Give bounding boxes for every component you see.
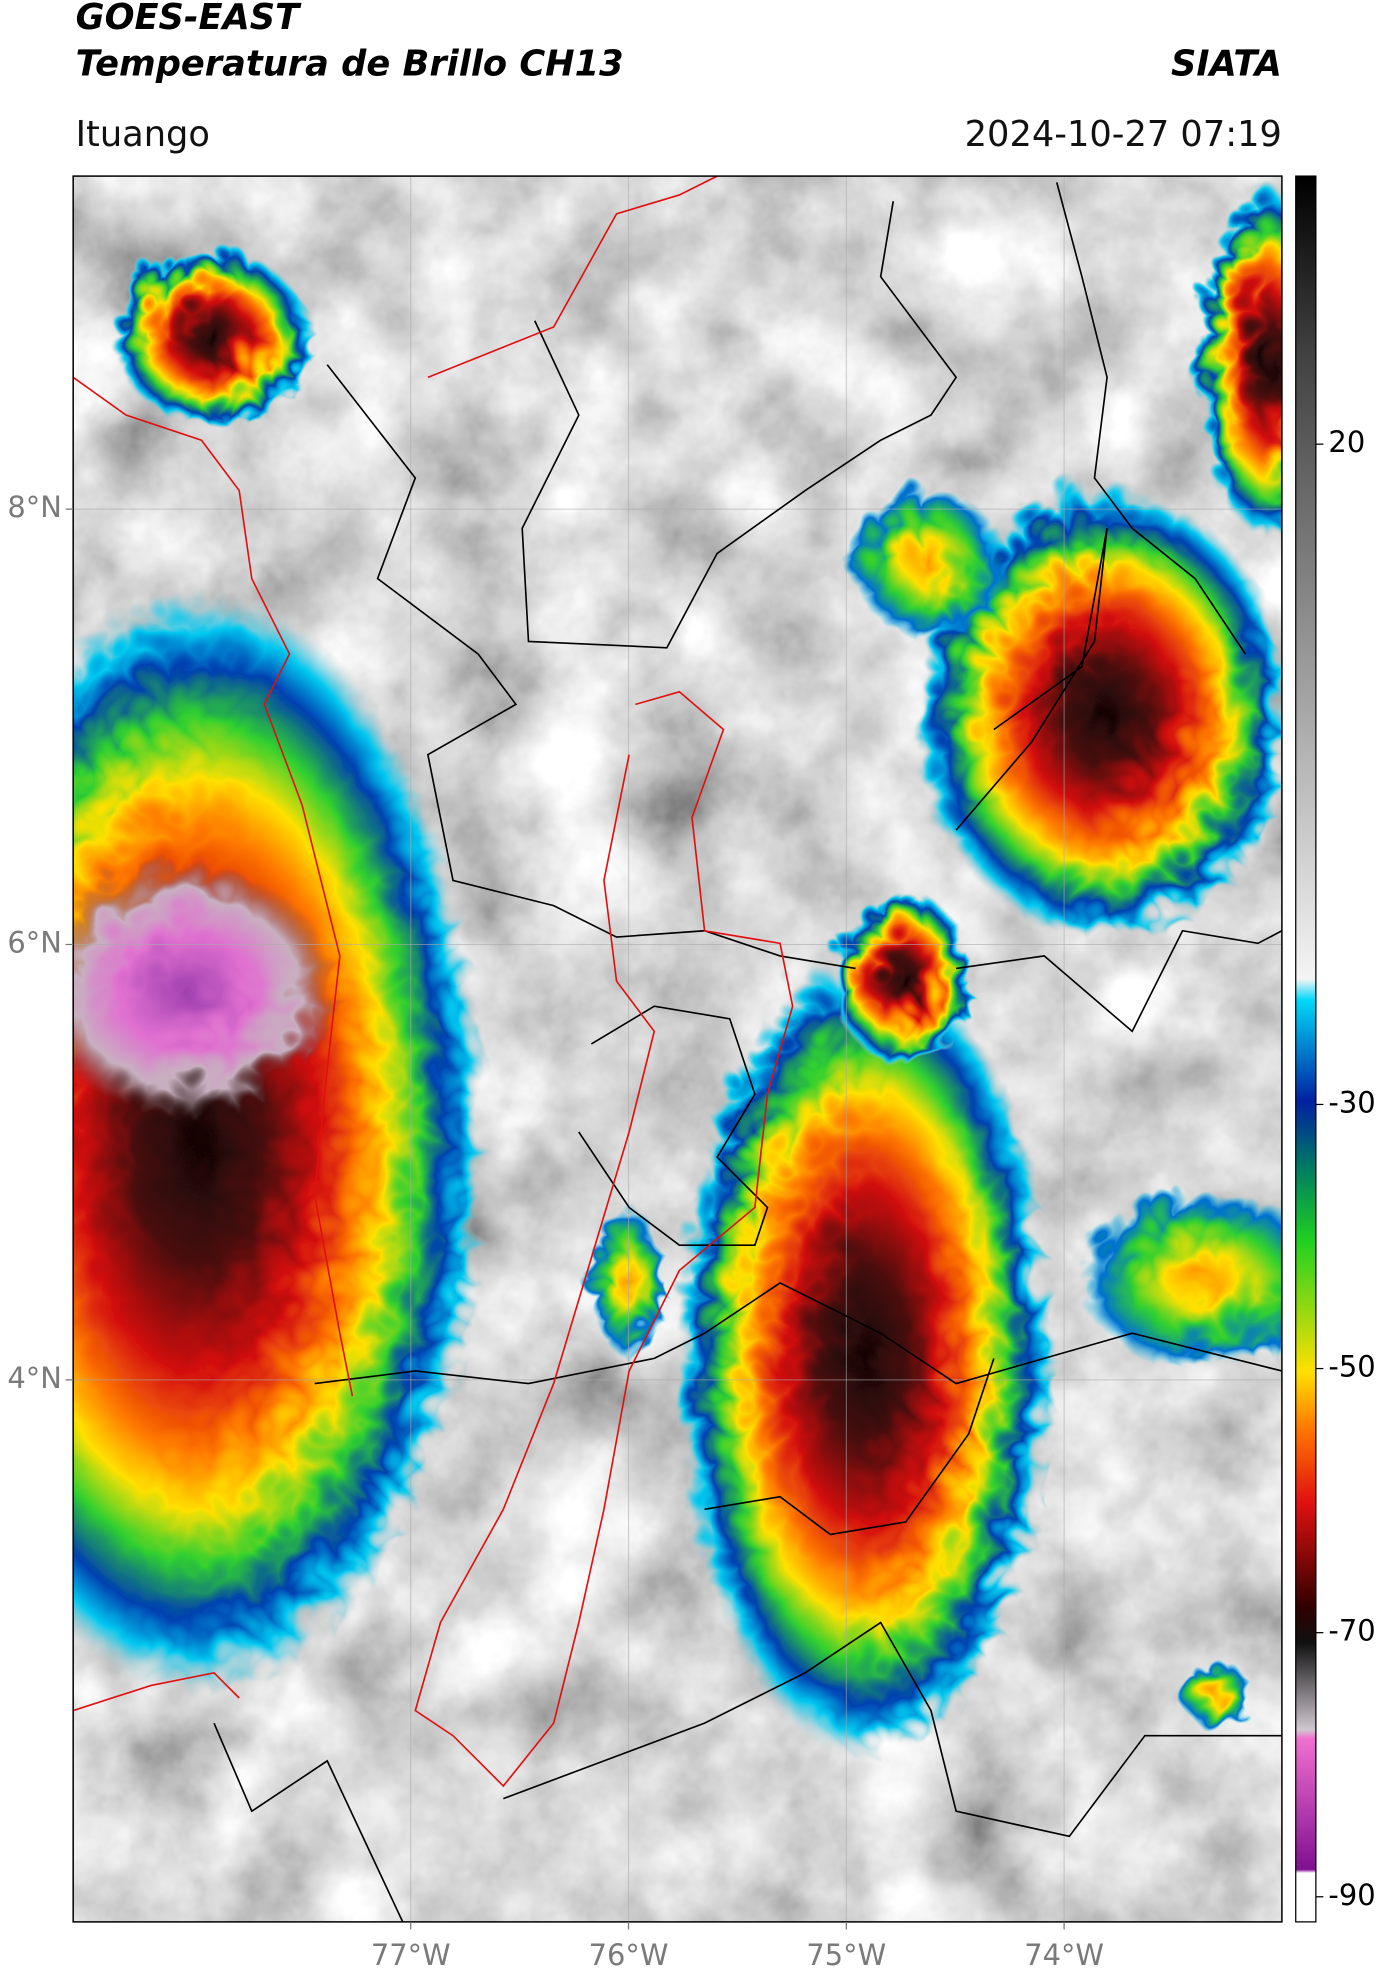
map-frame xyxy=(72,175,1283,1923)
location: Ituango xyxy=(76,114,210,155)
colorbar-label: -90 xyxy=(1328,1878,1375,1912)
colorbar-label: -30 xyxy=(1328,1085,1375,1119)
y-tick-label: 4°N xyxy=(7,1361,61,1395)
colorbar-label: 20 xyxy=(1328,425,1365,459)
x-tick-label: 77°W xyxy=(371,1938,451,1972)
agency: SIATA xyxy=(1171,43,1282,84)
y-tick-label: 8°N xyxy=(7,490,61,524)
datetime: 2024-10-27 07:19 xyxy=(965,114,1282,155)
y-tick-label: 6°N xyxy=(7,926,61,960)
colorbar-label: -50 xyxy=(1328,1350,1375,1384)
x-tick-label: 74°W xyxy=(1024,1938,1104,1972)
x-tick-label: 75°W xyxy=(806,1938,886,1972)
x-tick-label: 76°W xyxy=(589,1938,669,1972)
title: GOES-EAST xyxy=(76,0,302,38)
colorbar xyxy=(1295,175,1317,1923)
map-image xyxy=(73,176,1282,1922)
colorbar-label: -70 xyxy=(1328,1614,1375,1648)
subtitle: Temperatura de Brillo CH13 xyxy=(76,43,624,84)
